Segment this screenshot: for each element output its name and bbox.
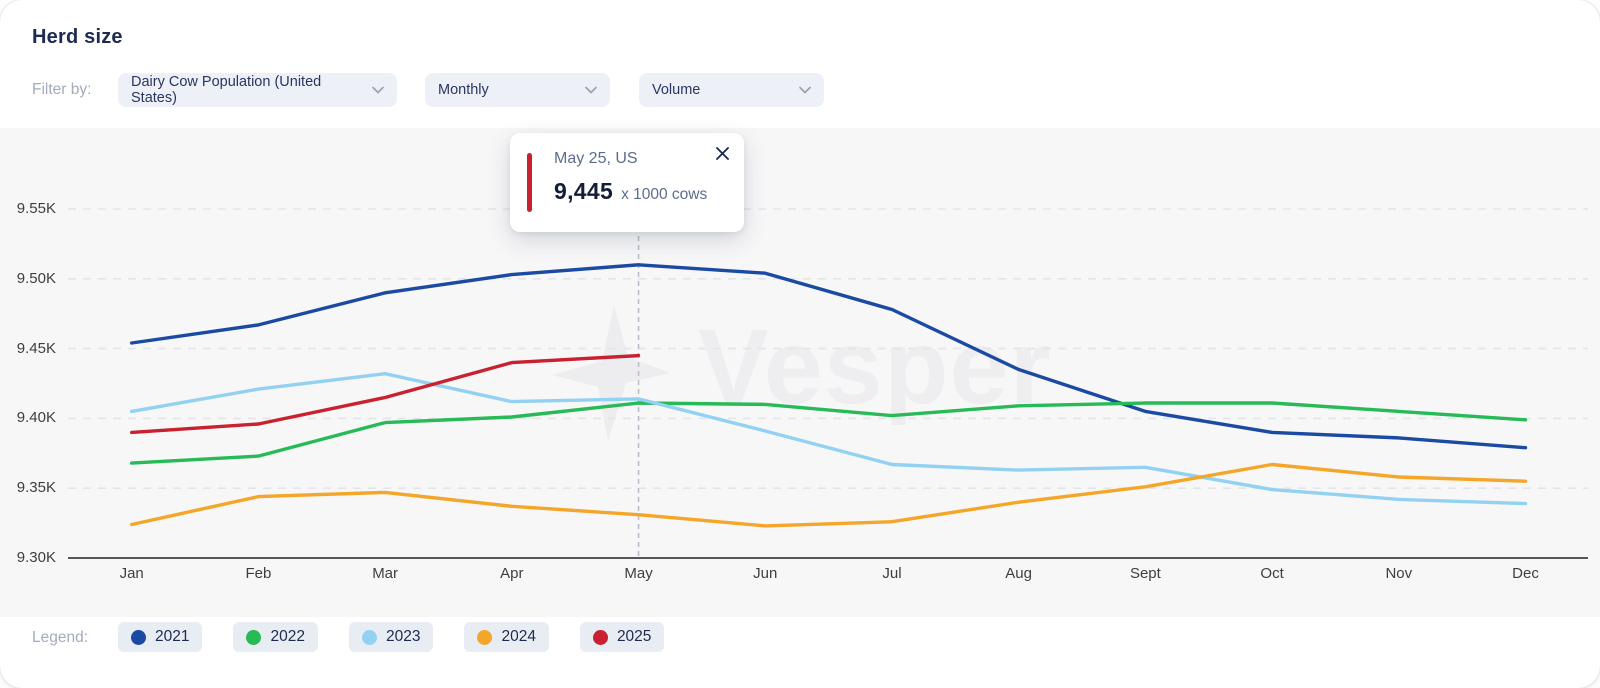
filter-by-label: Filter by: — [32, 81, 92, 98]
x-tick-label: Jan — [119, 565, 144, 582]
metric-dropdown[interactable]: Volume — [639, 73, 824, 107]
legend-item-label: 2023 — [385, 628, 421, 645]
x-tick-label: Mar — [372, 565, 399, 582]
y-tick-label: 9.45K — [16, 339, 56, 357]
legend-item-label: 2022 — [270, 628, 305, 645]
chevron-down-icon — [585, 86, 597, 94]
legend: 2021 2022 2023 2024 2025 — [118, 622, 665, 652]
legend-item-2023[interactable]: 2023 — [348, 622, 434, 652]
y-tick-label: 9.35K — [16, 479, 56, 497]
legend-dot — [246, 629, 262, 645]
legend-item-2021[interactable]: 2021 — [118, 622, 203, 652]
legend-dot — [477, 629, 493, 645]
y-tick-label: 9.40K — [16, 409, 56, 427]
x-tick-label: Jul — [882, 565, 902, 582]
series-line-2024 — [129, 462, 1528, 528]
y-tick-label: 9.30K — [16, 549, 56, 566]
legend-item-label: 2021 — [155, 628, 190, 645]
x-tick-label: Jun — [753, 565, 778, 582]
x-tick-label: Aug — [1005, 565, 1032, 582]
legend-label: Legend: — [32, 629, 89, 646]
x-tick-label: Sept — [1129, 565, 1161, 582]
y-tick-label: 9.55K — [16, 200, 56, 217]
close-icon[interactable] — [712, 143, 732, 163]
legend-dot — [131, 629, 146, 645]
x-tick-label: Feb — [245, 565, 272, 582]
legend-item-label: 2025 — [616, 628, 652, 645]
legend-item-2022[interactable]: 2022 — [233, 622, 318, 652]
y-tick-label: 9.50K — [16, 269, 56, 287]
chevron-down-icon — [799, 86, 811, 94]
tooltip-unit: x 1000 cows — [621, 186, 708, 203]
x-tick-label: Nov — [1385, 565, 1413, 582]
legend-item-2024[interactable]: 2024 — [464, 622, 549, 652]
x-tick-label: Oct — [1260, 565, 1284, 582]
series-line-2023 — [129, 372, 1528, 506]
series-line-2022 — [129, 401, 1528, 465]
frequency-dropdown[interactable]: Monthly — [425, 73, 610, 107]
x-tick-label: Dec — [1512, 565, 1539, 582]
chevron-down-icon — [372, 86, 384, 94]
page-title: Herd size — [32, 26, 123, 48]
series-line-2021 — [129, 263, 1528, 450]
legend-item-label: 2024 — [501, 628, 536, 645]
chart-tooltip: May 25, US 9,445 x 1000 cows — [510, 133, 744, 232]
tooltip-value: 9,445 — [554, 178, 614, 204]
tooltip-title: May 25, US — [554, 150, 638, 167]
tooltip-accent-bar — [527, 153, 532, 212]
dataset-dropdown[interactable]: Dairy Cow Population (United States) — [118, 73, 397, 107]
x-tick-label: May — [624, 565, 653, 582]
frequency-dropdown-value: Monthly — [438, 82, 489, 98]
legend-dot — [361, 629, 377, 645]
metric-dropdown-value: Volume — [652, 82, 701, 98]
series-line-2025 — [129, 353, 641, 435]
dataset-dropdown-value: Dairy Cow Population (United States) — [131, 74, 322, 106]
x-tick-label: Apr — [500, 565, 524, 582]
legend-dot — [592, 629, 608, 645]
legend-item-2025[interactable]: 2025 — [579, 622, 665, 652]
